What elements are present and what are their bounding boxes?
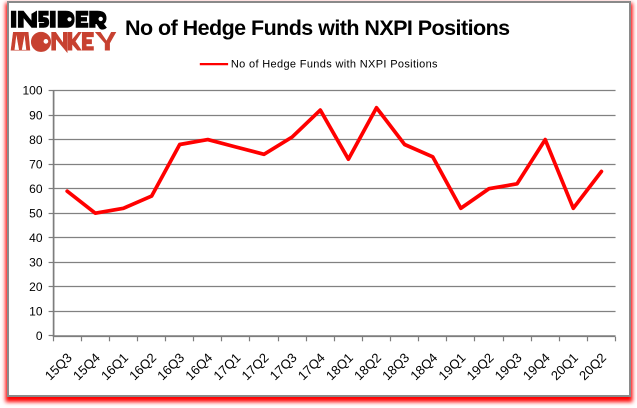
svg-text:No of Hedge Funds with NXPI Po: No of Hedge Funds with NXPI Positions: [125, 16, 510, 40]
svg-text:10: 10: [29, 305, 43, 319]
svg-text:19Q2: 19Q2: [464, 350, 497, 383]
svg-text:17Q1: 17Q1: [210, 350, 243, 383]
svg-text:16Q4: 16Q4: [182, 350, 215, 383]
svg-text:100: 100: [22, 84, 42, 98]
svg-text:17Q2: 17Q2: [239, 350, 272, 383]
svg-text:90: 90: [29, 108, 43, 122]
svg-text:19Q4: 19Q4: [520, 350, 553, 383]
svg-text:0: 0: [36, 329, 43, 343]
svg-text:30: 30: [29, 256, 43, 270]
svg-text:16Q2: 16Q2: [126, 350, 159, 383]
svg-text:18Q3: 18Q3: [379, 350, 412, 383]
svg-text:80: 80: [29, 133, 43, 147]
svg-text:17Q3: 17Q3: [267, 350, 300, 383]
svg-text:19Q3: 19Q3: [492, 350, 525, 383]
svg-text:17Q4: 17Q4: [295, 350, 328, 383]
svg-text:60: 60: [29, 182, 43, 196]
svg-text:18Q1: 18Q1: [323, 350, 356, 383]
svg-text:50: 50: [29, 206, 43, 220]
svg-text:18Q4: 18Q4: [407, 350, 440, 383]
svg-text:20: 20: [29, 280, 43, 294]
svg-text:40: 40: [29, 231, 43, 245]
svg-text:No of Hedge Funds with NXPI Po: No of Hedge Funds with NXPI Positions: [231, 59, 438, 71]
svg-text:70: 70: [29, 157, 43, 171]
svg-text:15Q4: 15Q4: [70, 350, 103, 383]
svg-text:16Q3: 16Q3: [154, 350, 187, 383]
svg-text:16Q1: 16Q1: [98, 350, 131, 383]
svg-text:18Q2: 18Q2: [351, 350, 384, 383]
svg-text:15Q3: 15Q3: [42, 350, 75, 383]
svg-text:19Q1: 19Q1: [435, 350, 468, 383]
svg-text:20Q2: 20Q2: [576, 350, 609, 383]
svg-text:20Q1: 20Q1: [548, 350, 581, 383]
